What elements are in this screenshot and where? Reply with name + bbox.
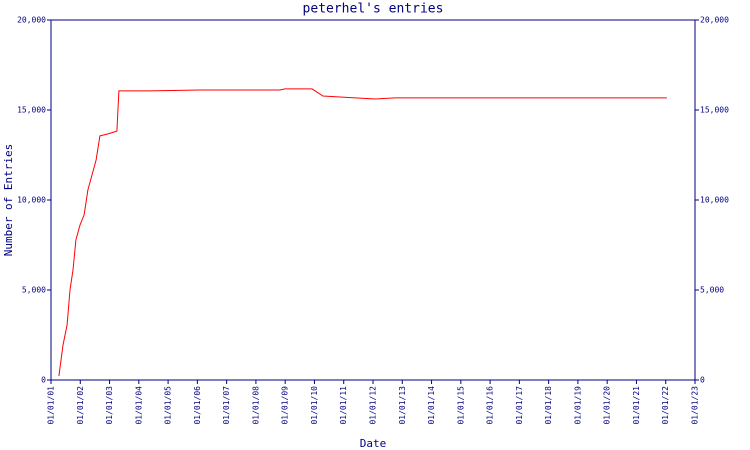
plot-frame [50, 19, 696, 381]
x-tick-label: 01/01/09 [281, 386, 290, 425]
x-tick-label: 01/01/20 [603, 386, 612, 425]
y-tick-label: 0 [41, 376, 46, 385]
x-tick-label: 01/01/14 [427, 386, 436, 425]
x-tick-label: 01/01/18 [544, 386, 553, 425]
x-tick-label: 01/01/22 [661, 386, 670, 425]
y2-tick-label: 15,000 [700, 106, 729, 115]
x-tick-label: 01/01/07 [222, 386, 231, 425]
x-tick-label: 01/01/13 [398, 386, 407, 425]
data-line [58, 88, 667, 377]
x-tick-label: 01/01/16 [486, 386, 495, 425]
y-tick-label: 5,000 [22, 286, 46, 295]
x-tick-label: 01/01/05 [164, 386, 173, 425]
x-axis-label: Date [360, 437, 387, 450]
y-tick-label: 15,000 [17, 106, 46, 115]
x-tick-label: 01/01/23 [691, 386, 700, 425]
y2-tick-label: 0 [700, 376, 705, 385]
x-tick-label: 01/01/04 [134, 386, 143, 425]
x-tick-label: 01/01/21 [632, 386, 641, 425]
y-tick-label: 20,000 [17, 16, 46, 25]
x-tick-label: 01/01/01 [47, 386, 56, 425]
x-tick-label: 01/01/08 [251, 386, 260, 425]
chart-title: peterhel's entries [303, 2, 444, 17]
y-axis-label: Number of Entries [2, 144, 15, 257]
x-tick-label: 01/01/11 [339, 386, 348, 425]
y-tick-label: 10,000 [17, 196, 46, 205]
x-tick-label: 01/01/15 [456, 386, 465, 425]
x-tick-label: 01/01/03 [105, 386, 114, 425]
x-tick-label: 01/01/02 [76, 386, 85, 425]
x-tick-label: 01/01/10 [310, 386, 319, 425]
y2-tick-label: 10,000 [700, 196, 729, 205]
x-tick-label: 01/01/12 [369, 386, 378, 425]
y2-tick-label: 5,000 [700, 286, 724, 295]
x-tick-label: 01/01/17 [515, 386, 524, 425]
x-tick-label: 01/01/19 [573, 386, 582, 425]
y2-tick-label: 20,000 [700, 16, 729, 25]
x-tick-label: 01/01/06 [193, 386, 202, 425]
